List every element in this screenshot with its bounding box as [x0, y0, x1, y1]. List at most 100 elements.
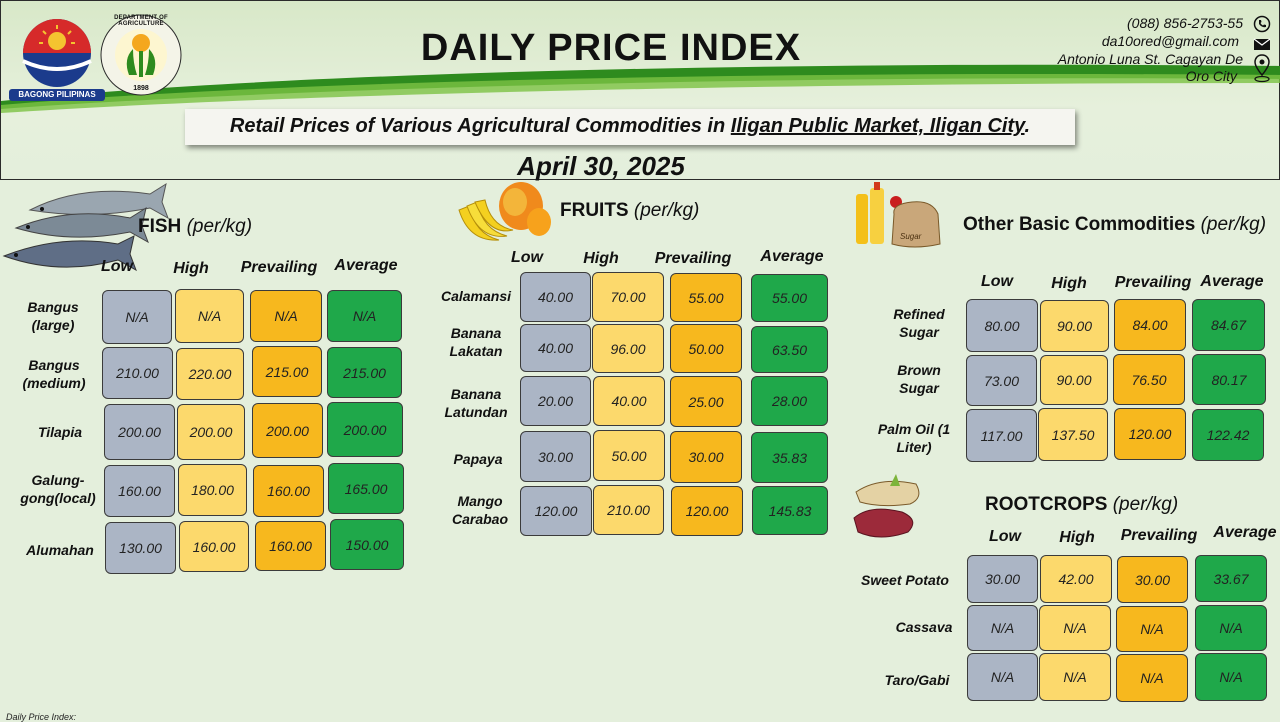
basic-col-high: High — [1051, 275, 1087, 292]
fish-cell-average: 150.00 — [330, 519, 404, 570]
fruits-cell-low: 30.00 — [520, 431, 591, 482]
fish-cell-average: 165.00 — [328, 463, 404, 514]
contact-address-line2: Oro City — [1185, 68, 1237, 84]
fish-col-average: Average — [334, 257, 398, 274]
subtitle-period: . — [1024, 115, 1031, 137]
fish-cell-low: 160.00 — [104, 465, 175, 517]
rootcrops-cell-high: 42.00 — [1040, 555, 1112, 603]
fruits-illustration — [458, 182, 551, 241]
rootcrops-cell-high: N/A — [1039, 653, 1111, 701]
rootcrops-row-label: Cassava — [895, 619, 953, 635]
rootcrops-cell-prevailing: 30.00 — [1117, 556, 1188, 603]
fruits-cell-prevailing: 55.00 — [670, 273, 742, 322]
fruits-row-label: Mango Carabao — [451, 493, 509, 527]
location-icon — [1254, 54, 1270, 83]
fruits-unit: (per/kg) — [633, 200, 700, 221]
fruits-cell-low: 40.00 — [520, 324, 591, 372]
fruits-cell-average: 28.00 — [751, 376, 828, 426]
basic-cell-high: 90.00 — [1040, 300, 1109, 352]
green-swoosh-decoration — [1, 64, 1280, 113]
fruits-cell-prevailing: 30.00 — [670, 431, 742, 483]
fruits-cell-average: 145.83 — [752, 486, 828, 535]
basic-cell-prevailing: 120.00 — [1114, 408, 1186, 460]
fruits-cell-low: 120.00 — [520, 486, 592, 536]
basic-unit: (per/kg) — [1200, 214, 1267, 235]
fruits-col-prevailing: Prevailing — [654, 250, 732, 267]
subtitle: Retail Prices of Various Agricultural Co… — [185, 115, 1075, 138]
rootcrops-col-high: High — [1059, 529, 1095, 546]
fruits-cell-high: 70.00 — [592, 272, 664, 322]
fruits-cell-prevailing: 120.00 — [671, 486, 743, 536]
fish-cell-low: 210.00 — [102, 347, 173, 399]
department-of-agriculture-text: DEPARTMENT OF AGRICULTURE — [114, 15, 168, 27]
subtitle-text: Retail Prices of Various Agricultural Co… — [229, 115, 731, 137]
rootcrops-cell-average: N/A — [1195, 653, 1267, 701]
fruits-cell-low: 40.00 — [520, 272, 591, 322]
fruits-row-label: Calamansi — [440, 288, 512, 304]
fruits-cell-average: 55.00 — [751, 274, 828, 322]
bagong-pilipinas-logo: BAGONG PILIPINAS — [9, 11, 105, 103]
basic-title: Other Basic Commodities — [963, 214, 1196, 235]
fish-col-prevailing: Prevailing — [240, 259, 318, 276]
rootcrops-unit: (per/kg) — [1112, 494, 1179, 515]
basic-cell-low: 80.00 — [966, 299, 1038, 352]
basic-section-title: Other Basic Commodities (per/kg) — [963, 214, 1266, 236]
department-of-agriculture-logo: DEPARTMENT OF AGRICULTURE 1898 — [99, 13, 183, 97]
rootcrops-cell-prevailing: N/A — [1116, 606, 1188, 652]
basic-col-low: Low — [981, 273, 1013, 290]
rootcrops-cell-average: 33.67 — [1195, 555, 1267, 602]
rootcrops-cell-low: N/A — [967, 653, 1038, 701]
rootcrops-row-label: Sweet Potato — [861, 572, 949, 588]
rootcrops-cell-low: 30.00 — [967, 555, 1038, 603]
basic-col-prevailing: Prevailing — [1114, 274, 1192, 291]
basic-cell-average: 122.42 — [1192, 409, 1264, 461]
basic-cell-prevailing: 76.50 — [1113, 354, 1185, 405]
page-title: DAILY PRICE INDEX — [420, 27, 802, 69]
fish-col-low: Low — [101, 258, 133, 275]
fish-cell-average: 200.00 — [327, 402, 403, 457]
header-banner: BAGONG PILIPINAS DEPARTMENT OF AGRICULTU… — [0, 0, 1280, 181]
basic-row-label: Brown Sugar — [897, 362, 941, 396]
rootcrops-title: ROOTCROPS — [985, 494, 1108, 515]
rootcrops-col-average: Average — [1213, 524, 1277, 541]
fish-row-label: Bangus (large) — [27, 299, 79, 333]
phone-icon — [1253, 15, 1271, 33]
basic-cell-average: 84.67 — [1192, 299, 1265, 351]
fruits-cell-prevailing: 25.00 — [670, 376, 742, 427]
fruits-cell-prevailing: 50.00 — [670, 324, 742, 373]
fruits-cell-high: 96.00 — [592, 324, 664, 373]
rootcrops-cell-high: N/A — [1039, 605, 1111, 651]
contact-phone: (088) 856-2753-55 — [1127, 15, 1243, 31]
contact-address-line1: Antonio Luna St. Cagayan De — [1057, 51, 1243, 67]
rootcrops-col-low: Low — [989, 528, 1021, 545]
fish-cell-prevailing: 160.00 — [253, 465, 324, 517]
basic-row-label: Refined Sugar — [893, 306, 945, 340]
fruits-cell-high: 50.00 — [593, 430, 665, 481]
basic-col-average: Average — [1200, 273, 1264, 290]
email-icon — [1253, 38, 1271, 50]
fish-section-title: FISH (per/kg) — [138, 216, 252, 238]
fruits-col-average: Average — [760, 248, 824, 265]
fish-cell-high: 200.00 — [177, 404, 245, 460]
fish-illustration — [2, 182, 169, 272]
fish-row-label: Tilapia — [37, 424, 83, 440]
fruits-col-low: Low — [511, 249, 543, 266]
basic-cell-prevailing: 84.00 — [1114, 299, 1186, 351]
fruits-section-title: FRUITS (per/kg) — [560, 200, 699, 222]
fish-cell-average: N/A — [327, 290, 402, 342]
fish-cell-low: 130.00 — [105, 522, 176, 574]
rootcrops-cell-average: N/A — [1195, 605, 1267, 651]
basic-row-label: Palm Oil (1 Liter) — [877, 421, 951, 455]
rootcrops-col-prevailing: Prevailing — [1120, 527, 1198, 544]
basic-commodities-illustration — [856, 182, 941, 248]
basic-cell-high: 90.00 — [1040, 355, 1108, 405]
fish-cell-low: N/A — [102, 290, 172, 344]
fish-cell-prevailing: 215.00 — [252, 346, 322, 397]
basic-cell-low: 73.00 — [966, 355, 1037, 406]
basic-cell-low: 117.00 — [966, 409, 1037, 462]
fish-cell-prevailing: N/A — [250, 290, 322, 342]
rootcrops-illustration — [853, 474, 920, 538]
report-date: April 30, 2025 — [517, 151, 685, 181]
fruits-cell-average: 35.83 — [751, 432, 828, 483]
fish-cell-high: 160.00 — [179, 521, 249, 572]
